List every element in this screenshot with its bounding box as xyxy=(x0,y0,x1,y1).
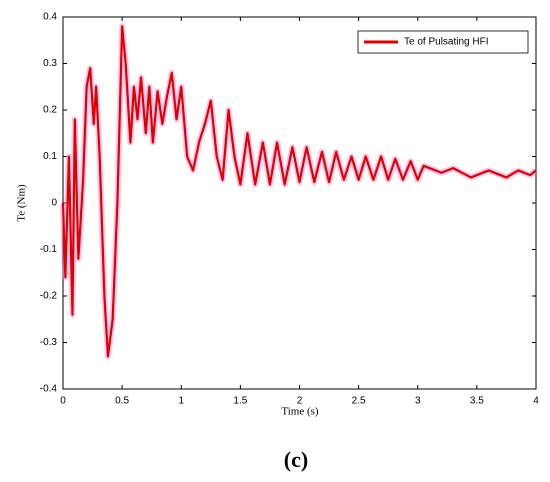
x-tick-label: 0.5 xyxy=(115,396,129,407)
y-tick-label: 0.2 xyxy=(43,105,57,116)
caption: (c) xyxy=(284,447,308,472)
x-tick-label: 1 xyxy=(178,396,184,407)
y-tick-label: 0.3 xyxy=(43,58,57,69)
x-tick-label: 3 xyxy=(415,396,421,407)
line-halo xyxy=(60,23,538,360)
x-tick-label: 1.5 xyxy=(233,396,247,407)
plot-frame xyxy=(62,16,537,390)
legend-label: Te of Pulsating HFI xyxy=(404,37,488,48)
legend-box xyxy=(357,30,529,54)
y-tick-label: -0.1 xyxy=(40,244,58,255)
line xyxy=(61,25,537,358)
y-tick-label: -0.4 xyxy=(40,384,58,395)
y-tick-label: 0.1 xyxy=(43,151,57,162)
y-tick-label: -0.2 xyxy=(40,291,58,302)
y-axis-label: Te (Nm) xyxy=(16,184,28,222)
x-tick-label: 4 xyxy=(533,396,539,407)
x-tick-label: 2 xyxy=(297,396,303,407)
x-tick-label: 0 xyxy=(60,396,66,407)
x-tick-label: 3.5 xyxy=(470,396,484,407)
y-tick-label: 0.4 xyxy=(43,12,57,23)
x-tick-label: 2.5 xyxy=(352,396,366,407)
y-tick-label: 0 xyxy=(51,198,57,209)
x-axis-label: Time (s) xyxy=(281,406,319,418)
y-tick-label: -0.3 xyxy=(40,337,58,348)
